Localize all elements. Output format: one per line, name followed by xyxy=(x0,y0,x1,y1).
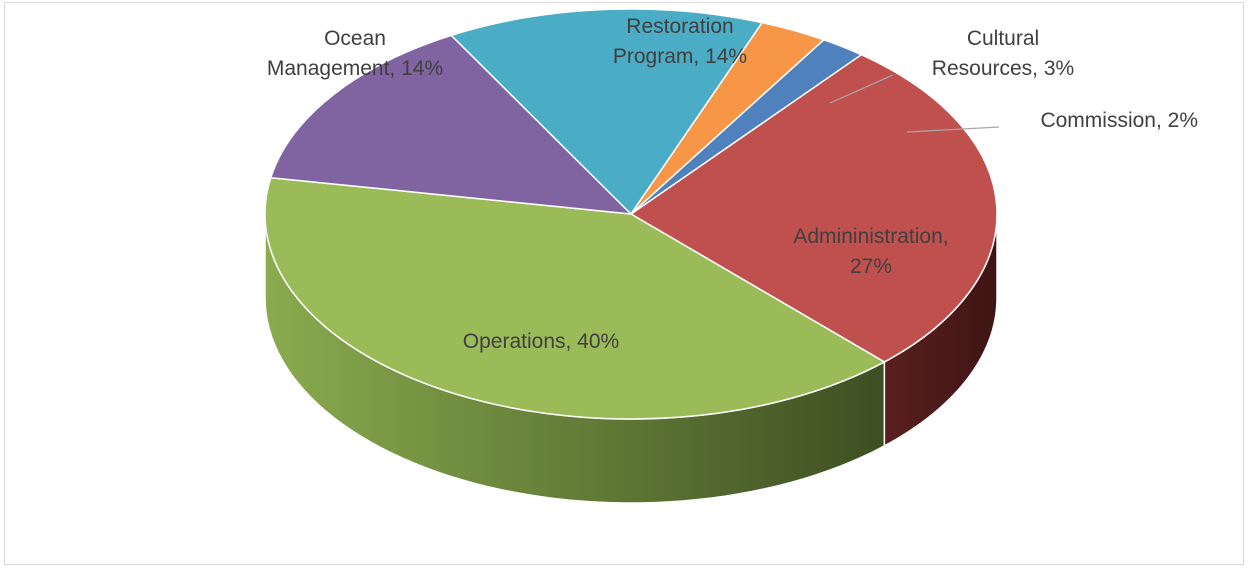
pie-slice-admininistration xyxy=(629,53,998,363)
slice-label-commission: Commission, 2% xyxy=(1040,109,1198,132)
chart-area: Admininistration, 27% Operations, 40% Ocean… xyxy=(4,2,1244,565)
slice-label-ocean-management: Ocean Management, 14% xyxy=(267,27,443,80)
leader-line-commission xyxy=(906,126,1000,133)
slice-label-restoration-program: Restoration Program, 14% xyxy=(613,15,747,68)
slice-label-admininistration: Admininistration, 27% xyxy=(793,225,948,278)
pie-slice-restoration-program xyxy=(449,8,764,216)
slice-label-operations: Operations, 40% xyxy=(463,330,619,353)
pie-slice-operations xyxy=(264,176,886,420)
pie-slice-commission xyxy=(630,38,863,215)
slice-label-cultural-resources: Cultural Resources, 3% xyxy=(932,27,1074,80)
leader-line-cultural-resources xyxy=(829,74,894,104)
pie-chart: Admininistration, 27% Operations, 40% Ocean… xyxy=(264,8,1198,504)
pie-slice-ocean-management xyxy=(269,34,634,215)
